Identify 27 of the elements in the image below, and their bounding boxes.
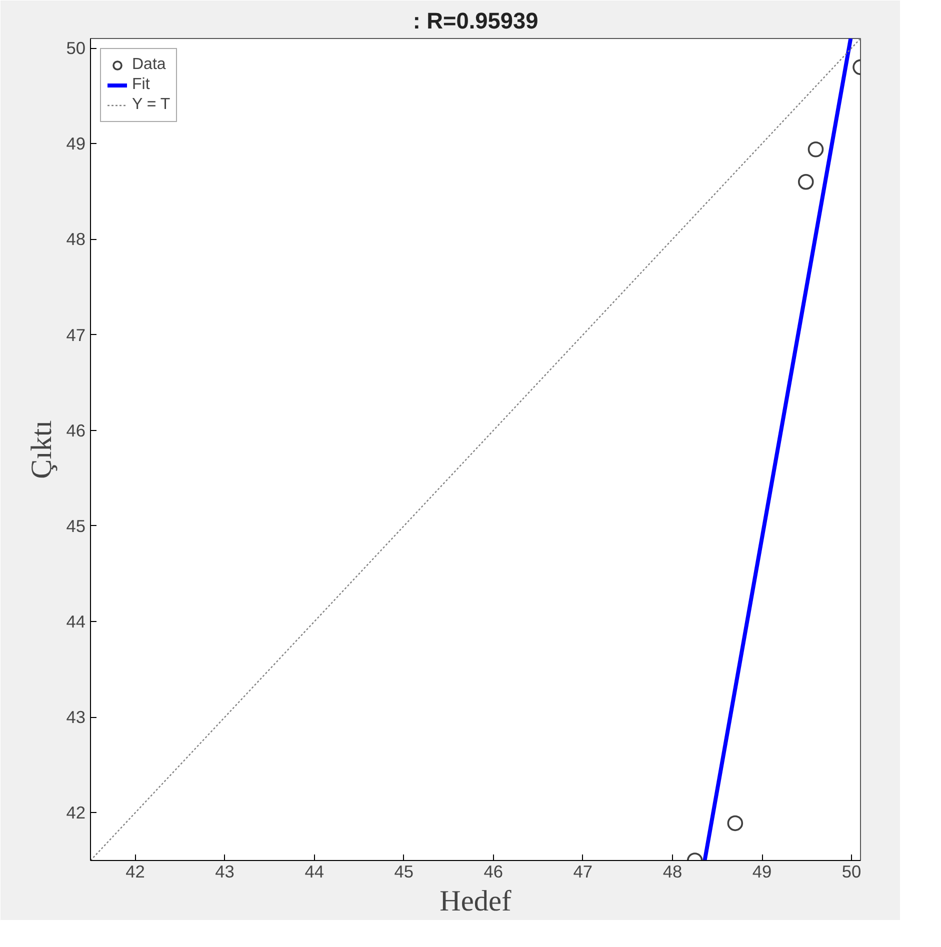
point (727, 815, 744, 832)
y-tick-label: 45 (66, 516, 86, 536)
legend-label: Data (132, 56, 166, 74)
point (798, 174, 814, 190)
legend-label: Y = T (132, 96, 170, 114)
legend-label: Fit (132, 76, 151, 94)
y-axis-title: Çıktı (26, 420, 58, 479)
chart-title: : R=0.95939 (412, 8, 538, 34)
y-tick-label: 42 (66, 802, 86, 823)
x-tick-label: 43 (215, 862, 234, 882)
x-tick-label: 50 (842, 862, 862, 882)
point (808, 141, 824, 158)
x-tick-label: 48 (662, 862, 682, 882)
y-tick-label: 48 (66, 229, 86, 250)
x-tick-label: 44 (304, 862, 324, 882)
x-axis-title: Hedef (440, 886, 512, 918)
y-tick-label: 47 (66, 324, 86, 345)
y-tick-label: 46 (66, 420, 86, 440)
x-tick-label: 47 (573, 862, 593, 882)
y-tick-label: 49 (66, 134, 86, 154)
x-tick-label: 45 (394, 862, 414, 882)
y-tick-label: 50 (66, 38, 86, 58)
x-tick-label: 46 (484, 862, 504, 882)
y-tick-label: 43 (66, 707, 86, 728)
y-tick-label: 44 (66, 612, 86, 632)
x-tick-label: 49 (752, 862, 772, 882)
x-tick-label: 42 (126, 862, 145, 882)
